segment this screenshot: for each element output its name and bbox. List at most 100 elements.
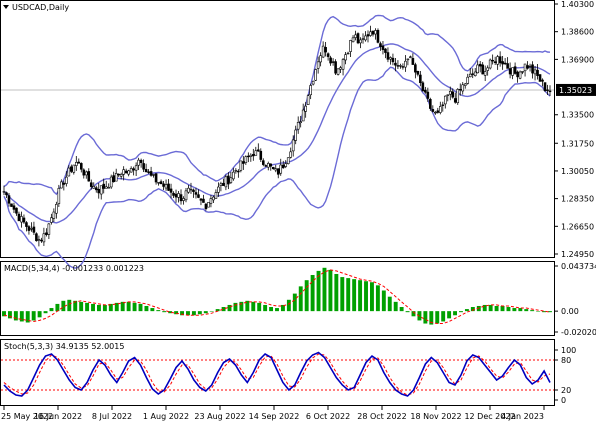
macd-bar [340, 277, 345, 312]
candle-body [172, 192, 175, 196]
macd-bar [352, 279, 357, 312]
candle-body [5, 192, 8, 196]
candle-body [107, 187, 111, 189]
bollinger-upper-line [3, 14, 551, 196]
stoch-axis-label: 20 [561, 386, 571, 395]
candle-body [414, 64, 417, 73]
macd-bar [399, 307, 404, 312]
macd-bar [245, 300, 250, 312]
candle-body [129, 168, 133, 173]
price-axis-label: 1.28350 [561, 195, 594, 204]
candle-body [22, 217, 26, 223]
candle-body [521, 71, 524, 73]
candle-body [147, 171, 150, 173]
candle-body [364, 35, 367, 41]
macd-bar [31, 311, 36, 321]
candle-body [212, 196, 215, 201]
macd-bar [96, 304, 101, 312]
macd-bar [37, 311, 42, 318]
candle-body [518, 71, 522, 79]
macd-bar [286, 299, 291, 312]
symbol-label: USDCAD,Daily [12, 3, 69, 12]
candle-body [296, 122, 300, 130]
candle-body [481, 64, 484, 75]
candle-body [466, 76, 470, 84]
macd-bar [429, 311, 434, 325]
candle-body [12, 205, 16, 210]
macd-signal-line [3, 269, 551, 324]
macd-bar [328, 269, 333, 312]
macd-bar [292, 293, 297, 312]
price-axis-label: 1.38600 [561, 28, 594, 37]
macd-bar [482, 304, 487, 312]
candle-body [52, 211, 56, 219]
candle-body [169, 188, 173, 193]
candle-body [371, 30, 375, 35]
chevron-down-icon[interactable] [3, 5, 9, 9]
macd-bar [91, 303, 95, 312]
bollinger-lower-line [3, 66, 551, 269]
time-axis-label: 1 Aug 2022 [143, 412, 189, 421]
candle-body [304, 105, 307, 112]
candle-body [7, 195, 11, 204]
candle-body [97, 188, 101, 194]
macd-bar [73, 300, 78, 312]
candle-body [92, 186, 96, 189]
candle-body [526, 65, 529, 69]
candle-body [122, 169, 125, 175]
candle-body [436, 110, 440, 113]
symbol-header[interactable]: USDCAD,Daily [3, 3, 69, 12]
candle-body [182, 198, 185, 201]
macd-pane[interactable] [0, 261, 555, 336]
candle-body [324, 47, 327, 53]
macd-bar [411, 311, 416, 317]
macd-axis-label: -0.020207 [561, 328, 596, 337]
candle-body [271, 166, 275, 170]
price-axis-label: 1.30050 [561, 167, 594, 176]
macd-bar [251, 301, 256, 312]
macd-bar [393, 301, 398, 312]
candle-body [513, 66, 517, 74]
candle-body [421, 82, 425, 92]
candle-body [426, 91, 430, 99]
candle-body [483, 71, 487, 76]
candle-body [344, 54, 347, 61]
candle-body [503, 62, 507, 65]
candle-body [199, 198, 203, 201]
candle-body [461, 84, 465, 92]
candle-body [184, 190, 188, 201]
candle-body [394, 62, 397, 66]
candle-body [10, 203, 13, 207]
macd-bar [7, 311, 12, 319]
candle-body [132, 168, 135, 171]
macd-bar [174, 311, 179, 315]
candle-body [167, 183, 170, 191]
macd-bar [298, 286, 303, 312]
price-axis-label: 1.40300 [561, 0, 594, 9]
price-axis-label: 1.24950 [561, 250, 594, 259]
candle-body [70, 166, 73, 172]
candle-body [538, 74, 542, 82]
price-pane[interactable] [0, 0, 555, 258]
stoch-axis-label: 80 [561, 356, 571, 365]
candle-body [441, 104, 445, 106]
candle-body [187, 187, 190, 193]
candle-body [247, 155, 250, 158]
candle-body [30, 228, 33, 230]
candle-body [336, 68, 340, 75]
candle-body [202, 198, 205, 203]
candle-body [369, 31, 372, 36]
macd-bar [227, 304, 232, 312]
candle-body [214, 192, 218, 199]
candle-body [541, 79, 544, 82]
candle-body [404, 60, 407, 68]
candle-body [391, 57, 395, 63]
macd-bar [488, 304, 493, 312]
candle-body [102, 183, 106, 189]
candle-body [127, 170, 130, 175]
macd-histogram [2, 267, 552, 325]
candle-body [219, 183, 223, 186]
macd-bar [280, 304, 285, 312]
time-axis-label: 6 Oct 2022 [306, 412, 350, 421]
